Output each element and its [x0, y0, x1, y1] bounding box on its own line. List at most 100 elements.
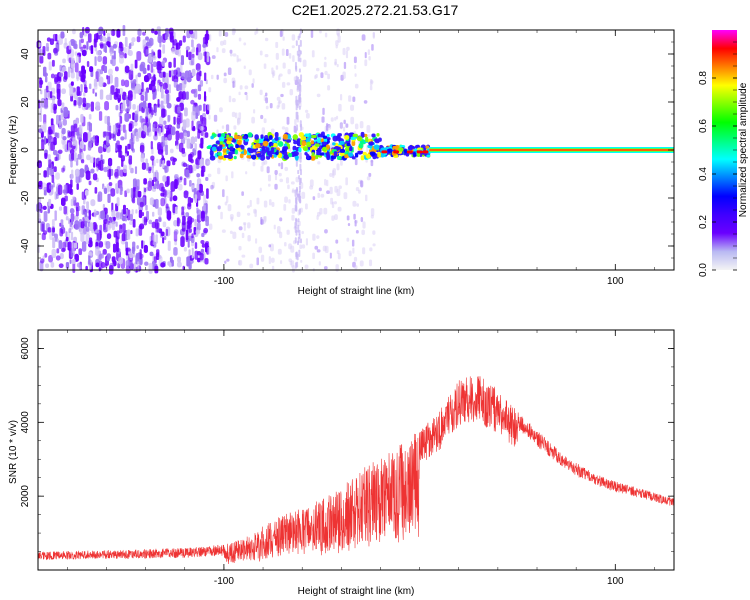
noise-cell: [82, 103, 87, 108]
faint-cell: [287, 68, 291, 75]
faint-cell: [263, 63, 267, 69]
faint-cell: [295, 65, 298, 72]
signal-cell: [333, 151, 338, 157]
noise-cell: [166, 210, 172, 220]
signal-cell: [393, 150, 400, 154]
faint-cell: [359, 120, 364, 129]
signal-cell: [283, 151, 288, 156]
noise-cell: [144, 91, 148, 102]
noise-cell: [119, 212, 123, 220]
signal-cell: [206, 146, 211, 150]
noise-cell: [73, 123, 78, 133]
noise-cell: [44, 136, 47, 145]
noise-cell: [182, 162, 188, 168]
noise-cell: [68, 228, 72, 233]
noise-cell: [182, 35, 186, 43]
faint-cell: [295, 251, 298, 258]
noise-cell: [201, 117, 207, 128]
noise-cell: [149, 197, 154, 206]
faint-cell: [275, 41, 279, 49]
signal-cell: [254, 134, 259, 140]
noise-cell: [82, 44, 87, 49]
noise-cell: [164, 165, 169, 173]
faint-cell: [239, 85, 243, 90]
noise-cell: [97, 191, 103, 202]
faint-cell: [284, 242, 287, 247]
noise-cell: [65, 215, 69, 221]
noise-cell: [42, 45, 46, 57]
noise-cell: [64, 71, 68, 80]
faint-cell: [329, 252, 332, 259]
noise-cell: [192, 46, 195, 53]
faint-cell: [294, 237, 297, 244]
faint-cell: [291, 45, 295, 49]
noise-cell: [173, 78, 178, 88]
faint-cell: [311, 50, 315, 58]
noise-cell: [135, 83, 141, 94]
noise-cell: [43, 114, 47, 125]
noise-cell: [203, 204, 206, 213]
noise-cell: [81, 69, 85, 81]
noise-cell: [165, 72, 169, 79]
spectrogram-x-label: Height of straight line (km): [298, 286, 415, 297]
faint-cell: [297, 169, 300, 175]
faint-cell: [283, 204, 287, 211]
noise-cell: [44, 253, 48, 258]
faint-cell: [227, 204, 232, 212]
faint-cell: [324, 56, 327, 60]
noise-cell: [145, 106, 149, 118]
faint-cell: [367, 49, 370, 56]
noise-cell: [145, 204, 148, 211]
noise-cell: [69, 138, 73, 148]
noise-cell: [148, 262, 153, 274]
noise-cell: [58, 120, 63, 128]
noise-cell: [90, 45, 94, 54]
noise-cell: [203, 103, 206, 112]
noise-cell: [151, 28, 155, 34]
noise-cell: [41, 223, 45, 232]
faint-cell: [338, 103, 342, 112]
noise-cell: [98, 26, 104, 35]
noise-cell: [71, 196, 76, 201]
noise-cell: [95, 101, 101, 111]
noise-cell: [167, 115, 170, 123]
faint-cell: [296, 111, 299, 120]
faint-cell: [297, 53, 300, 62]
spectrogram-y-tick-label: 0: [20, 147, 31, 153]
noise-cell: [79, 168, 85, 178]
noise-cell: [86, 201, 89, 209]
noise-cell: [81, 241, 87, 252]
noise-cell: [145, 158, 148, 164]
faint-cell: [223, 77, 228, 84]
noise-cell: [96, 50, 101, 56]
noise-cell: [62, 140, 67, 150]
noise-cell: [122, 223, 126, 234]
signal-cell: [247, 132, 253, 138]
noise-cell: [151, 49, 154, 58]
noise-cell: [193, 226, 197, 235]
noise-cell: [76, 262, 82, 268]
signal-cell: [274, 136, 279, 141]
noise-cell: [115, 104, 119, 111]
noise-cell: [113, 50, 116, 60]
noise-cell: [80, 84, 83, 93]
faint-cell: [298, 105, 301, 110]
noise-cell: [108, 132, 112, 140]
noise-cell: [171, 69, 175, 77]
noise-cell: [153, 183, 157, 190]
faint-cell: [248, 69, 252, 76]
signal-cell: [425, 145, 430, 149]
noise-cell: [81, 205, 85, 215]
faint-cell: [297, 99, 300, 106]
noise-cell: [132, 197, 136, 204]
faint-cell: [337, 253, 341, 260]
noise-cell: [90, 101, 94, 112]
signal-cell: [406, 150, 413, 154]
faint-cell: [238, 260, 241, 266]
noise-cell: [127, 90, 133, 102]
noise-cell: [57, 99, 62, 107]
faint-cell: [244, 91, 248, 96]
faint-cell: [320, 72, 324, 79]
faint-cell: [238, 226, 243, 231]
faint-cell: [372, 230, 376, 235]
